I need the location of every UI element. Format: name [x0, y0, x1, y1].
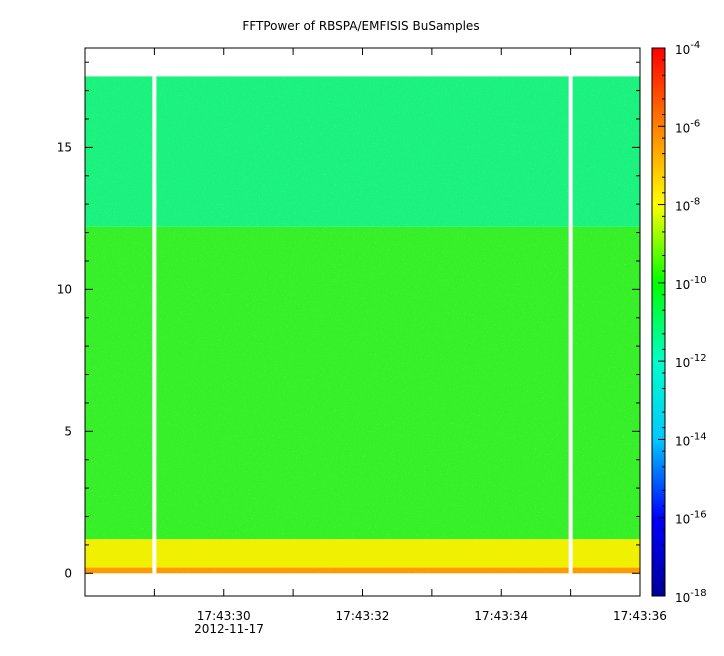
x-tick-label: 17:43:34 [474, 609, 528, 623]
chart-title: FFTPower of RBSPA/EMFISIS BuSamples [242, 19, 479, 33]
colorbar-scale [651, 47, 666, 597]
spectrogram-texture [85, 76, 640, 574]
data-gap-1 [568, 76, 573, 574]
colorbar-tick-label: 10-14 [675, 431, 707, 448]
y-tick-label: 5 [64, 424, 72, 438]
colorbar-tick-label: 10-18 [675, 588, 707, 605]
colorbar-tick-label: 10-12 [675, 353, 707, 370]
x-tick-label: 17:43:32 [336, 609, 390, 623]
colorbar-tick-label: 10-16 [675, 510, 707, 527]
y-axis: 0 5 10 15 [57, 61, 640, 580]
colorbar-tick-label: 10-10 [675, 275, 707, 292]
colorbar: 10-4 10-6 10-8 10-10 10-12 10-14 10-16 10-18 [651, 40, 707, 605]
x-tick-label: 17:43:30 [197, 609, 251, 623]
y-tick-label: 0 [64, 566, 72, 580]
y-tick-label: 10 [57, 282, 72, 296]
colorbar-tick-label: 10-6 [675, 118, 700, 135]
data-gap-0 [152, 76, 157, 574]
colorbar-tick-label: 10-8 [675, 197, 700, 214]
plot-area [85, 76, 640, 574]
y-tick-label: 15 [57, 140, 72, 154]
x-date-label: 2012-11-17 [194, 622, 264, 636]
x-tick-label: 17:43:36 [613, 609, 667, 623]
colorbar-tick-label: 10-4 [675, 40, 700, 57]
x-axis: 17:43:30 17:43:32 17:43:34 17:43:36 [153, 48, 667, 623]
